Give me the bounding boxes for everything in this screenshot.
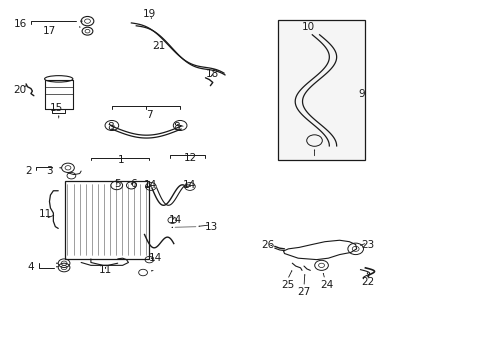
Text: 26: 26	[261, 240, 274, 250]
Text: 3: 3	[46, 166, 53, 176]
Text: 9: 9	[358, 89, 364, 99]
Text: 12: 12	[184, 153, 197, 163]
Text: 14: 14	[144, 180, 157, 190]
Text: 13: 13	[204, 222, 218, 231]
Bar	[277, 21, 365, 160]
Text: 24: 24	[319, 280, 332, 290]
Text: 14: 14	[168, 215, 182, 225]
Text: 7: 7	[146, 111, 152, 121]
Text: 5: 5	[114, 179, 121, 189]
Text: 8: 8	[173, 122, 179, 132]
Text: 10: 10	[302, 22, 315, 32]
Text: 22: 22	[360, 277, 373, 287]
Text: 25: 25	[280, 280, 293, 290]
Text: 14: 14	[183, 180, 196, 190]
Text: 11: 11	[99, 265, 112, 275]
Text: 4: 4	[27, 262, 34, 272]
Text: 16: 16	[14, 19, 27, 29]
Text: 20: 20	[14, 85, 27, 95]
Text: 11: 11	[39, 209, 52, 219]
Text: 18: 18	[206, 69, 219, 79]
Text: 15: 15	[50, 103, 63, 113]
Text: 17: 17	[43, 26, 56, 36]
Bar	[65, 181, 149, 259]
Text: 23: 23	[360, 240, 373, 250]
Text: 19: 19	[142, 9, 156, 19]
Text: 27: 27	[297, 287, 310, 297]
Text: 2: 2	[25, 166, 32, 176]
Text: 14: 14	[148, 253, 162, 263]
Text: 21: 21	[152, 41, 165, 50]
Text: 8: 8	[107, 122, 114, 132]
Text: 6: 6	[130, 179, 136, 189]
Text: 1: 1	[118, 155, 124, 165]
